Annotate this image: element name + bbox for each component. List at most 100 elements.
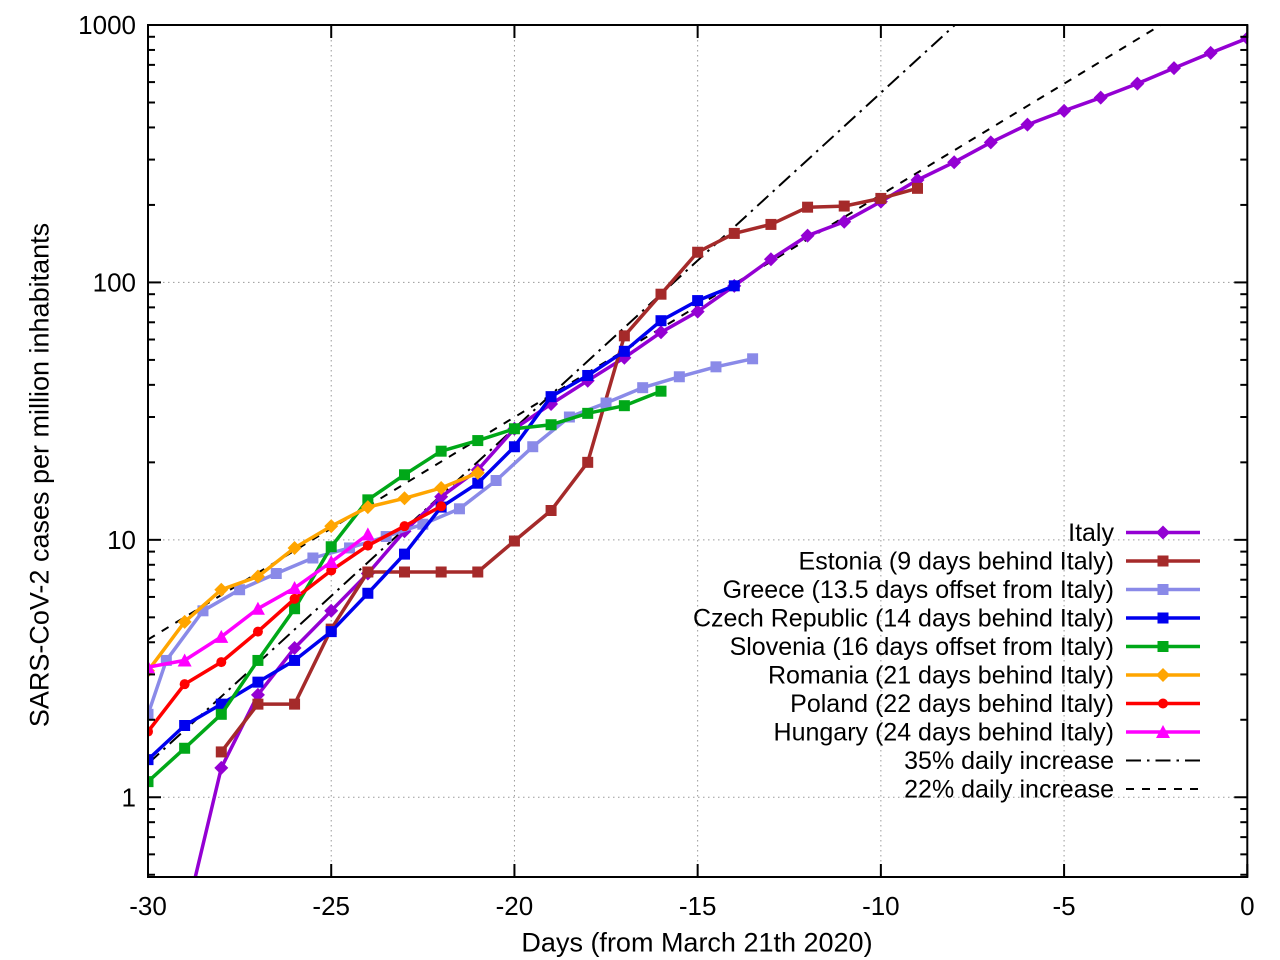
data-point-marker	[148, 776, 154, 788]
legend-label: 22% daily increase	[904, 776, 1114, 804]
legend-label: Poland (22 days behind Italy)	[790, 690, 1114, 718]
data-point-marker	[802, 201, 814, 213]
data-point-marker	[362, 494, 374, 506]
series-hungary	[148, 527, 375, 674]
legend-item-estonia-9-days-behind-italy: Estonia (9 days behind Italy)	[799, 548, 1200, 576]
x-tick-label: 0	[1240, 891, 1254, 921]
data-point-marker	[325, 541, 337, 553]
data-point-marker	[1156, 668, 1170, 682]
data-point-marker	[252, 698, 264, 710]
data-point-marker	[324, 519, 339, 534]
axis-ticks	[147, 24, 1249, 877]
data-point-marker	[728, 227, 740, 239]
data-point-marker	[838, 200, 850, 212]
data-point-marker	[1240, 31, 1248, 46]
data-point-marker	[360, 500, 375, 515]
tick-labels: -30 -25 -20 -15 -10 -5 0 1 10 100 1000	[78, 10, 1254, 921]
data-point-marker	[177, 653, 192, 667]
data-point-marker	[287, 641, 302, 656]
data-point-marker	[289, 603, 301, 615]
series-greece	[148, 353, 759, 720]
legend-label: 35% daily increase	[904, 747, 1114, 775]
data-point-marker	[215, 698, 227, 710]
data-point-marker	[397, 491, 412, 506]
x-tick-label: -10	[862, 891, 900, 921]
data-point-marker	[692, 295, 704, 307]
y-tick-label: 10	[107, 525, 136, 555]
data-point-marker	[234, 584, 246, 596]
data-point-marker	[618, 400, 630, 412]
data-point-marker	[983, 135, 998, 150]
data-point-marker	[728, 280, 740, 292]
data-point-marker	[177, 614, 192, 629]
data-point-marker	[1157, 612, 1169, 624]
data-point-marker	[875, 192, 887, 204]
data-point-marker	[287, 580, 302, 594]
data-point-marker	[289, 593, 300, 604]
data-point-marker	[582, 456, 594, 468]
data-point-marker	[655, 385, 667, 397]
series-line	[148, 533, 369, 669]
data-point-marker	[472, 566, 484, 578]
data-point-marker	[453, 503, 465, 515]
data-point-marker	[360, 527, 375, 541]
data-point-marker	[399, 548, 411, 560]
data-point-marker	[307, 552, 319, 564]
y-tick-label: 1000	[78, 10, 136, 40]
data-point-marker	[287, 540, 302, 555]
data-point-marker	[215, 746, 227, 758]
legend-item-italy: Italy	[1068, 519, 1200, 547]
data-point-marker	[800, 228, 815, 243]
data-point-marker	[655, 315, 667, 327]
data-point-marker	[508, 535, 520, 547]
data-point-marker	[289, 654, 301, 666]
data-point-marker	[1157, 584, 1169, 595]
data-point-marker	[148, 660, 155, 674]
data-point-marker	[179, 719, 191, 731]
data-point-marker	[1156, 525, 1170, 540]
series-line	[148, 284, 735, 761]
legend-label: Italy	[1068, 519, 1114, 547]
y-tick-label: 1	[122, 782, 136, 812]
y-axis-title: SARS-CoV-2 cases per million inhabitants	[24, 222, 55, 728]
data-point-marker	[655, 288, 667, 300]
data-point-marker	[1157, 641, 1169, 652]
data-point-marker	[472, 477, 484, 489]
series-slovenia	[148, 385, 667, 788]
data-point-marker	[250, 687, 265, 702]
data-point-marker	[582, 369, 594, 381]
series-line	[148, 471, 479, 672]
data-point-marker	[1203, 45, 1218, 60]
data-point-marker	[765, 218, 777, 230]
data-point-marker	[618, 345, 630, 357]
data-point-marker	[435, 566, 447, 578]
y-tick-label: 100	[93, 267, 136, 297]
legend-item-poland-22-days-behind-italy: Poland (22 days behind Italy)	[790, 690, 1200, 718]
data-point-marker	[214, 629, 229, 643]
legend-label: Hungary (24 days behind Italy)	[774, 719, 1114, 747]
data-point-marker	[250, 601, 265, 615]
legend-item-22-daily-increase: 22% daily increase	[904, 776, 1200, 804]
legend-item-35-daily-increase: 35% daily increase	[904, 747, 1200, 775]
legend-label: Czech Republic (14 days behind Italy)	[693, 605, 1114, 633]
x-tick-label: -15	[679, 891, 717, 921]
data-point-marker	[600, 397, 612, 409]
data-point-marker	[214, 582, 229, 597]
data-point-marker	[947, 155, 962, 170]
data-point-marker	[435, 445, 447, 457]
data-point-marker	[747, 353, 759, 365]
x-tick-label: -5	[1053, 891, 1076, 921]
data-point-marker	[545, 391, 557, 403]
data-point-marker	[527, 441, 539, 453]
legend-item-slovenia-16-days-offset-from-italy: Slovenia (16 days offset from Italy)	[730, 633, 1200, 661]
legend-label: Estonia (9 days behind Italy)	[799, 548, 1114, 576]
data-point-marker	[490, 475, 502, 487]
data-point-marker	[1057, 103, 1072, 118]
data-point-marker	[837, 214, 852, 229]
series-line	[219, 186, 918, 753]
data-point-marker	[434, 480, 449, 495]
data-point-marker	[325, 626, 337, 638]
data-point-marker	[710, 361, 722, 373]
data-point-marker	[436, 501, 447, 512]
